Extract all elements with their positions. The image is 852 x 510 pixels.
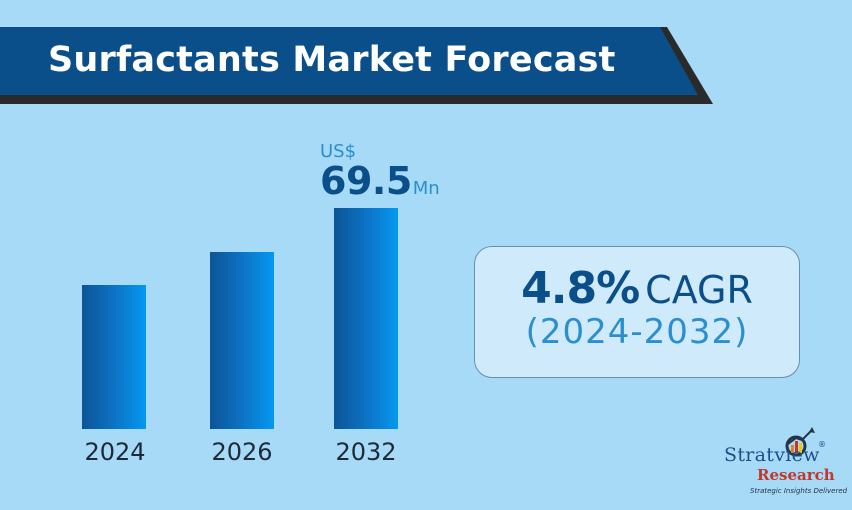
logo-name: Stratview bbox=[724, 444, 820, 466]
cagr-rate: 4.8% bbox=[521, 263, 640, 314]
bar-2026 bbox=[210, 252, 274, 429]
cagr-period: (2024-2032) bbox=[525, 312, 749, 352]
page-title: Surfactants Market Forecast bbox=[48, 40, 616, 80]
logo-research: Research bbox=[757, 466, 835, 484]
highlight-value-label: US$ 69.5 Mn bbox=[320, 141, 440, 203]
logo-tagline: Strategic Insights Delivered bbox=[750, 487, 848, 495]
cagr-label: CAGR bbox=[645, 268, 753, 312]
registered-mark: ® bbox=[818, 440, 826, 449]
bar-2032 bbox=[334, 208, 398, 429]
title-banner: Surfactants Market Forecast bbox=[0, 27, 715, 104]
magnifier-chart-icon bbox=[785, 427, 815, 457]
market-value: 69.5 bbox=[320, 159, 412, 203]
year-label-2026: 2026 bbox=[211, 438, 273, 466]
banner-shape bbox=[0, 27, 713, 104]
cagr-box: 4.8% CAGR (2024-2032) bbox=[474, 246, 800, 378]
value-unit: Mn bbox=[412, 178, 440, 199]
stratview-logo: Stratview ® Research Strategic Insights … bbox=[722, 427, 848, 502]
currency-label: US$ bbox=[320, 141, 357, 162]
year-label-2032: 2032 bbox=[335, 438, 397, 466]
bar-2024 bbox=[82, 285, 146, 429]
year-label-2024: 2024 bbox=[84, 438, 146, 466]
